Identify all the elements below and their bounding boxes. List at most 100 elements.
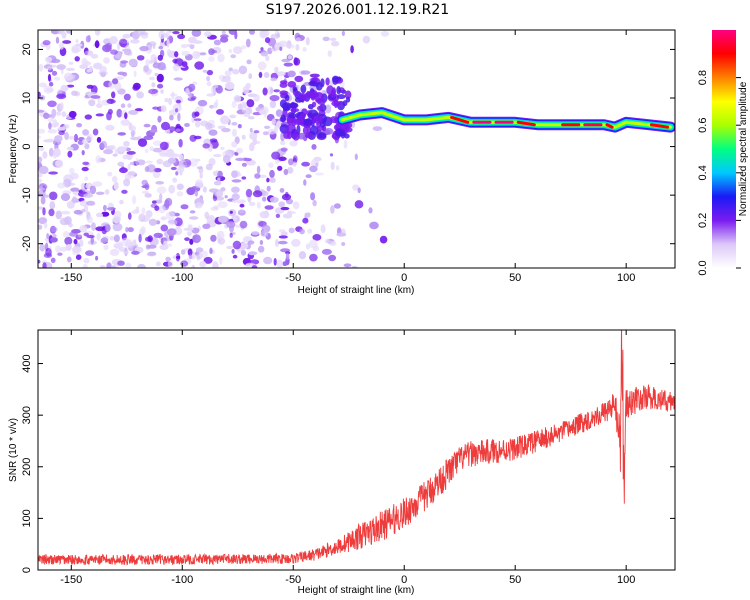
noise-blob	[224, 195, 228, 199]
colorbar-tick-label: 0.4	[697, 165, 709, 180]
noise-blob	[134, 108, 143, 112]
noise-blob	[271, 118, 276, 126]
noise-blob	[116, 108, 123, 118]
noise-blob	[57, 182, 66, 189]
noise-blob	[127, 103, 132, 108]
noise-blob	[241, 176, 247, 180]
noise-blob	[268, 162, 274, 169]
noise-blob	[298, 251, 307, 260]
noise-blob	[269, 95, 280, 102]
noise-blob	[80, 182, 86, 192]
noise-blob	[279, 82, 288, 88]
noise-blob	[307, 112, 313, 119]
noise-blob	[137, 138, 148, 147]
noise-blob	[67, 150, 73, 158]
noise-blob	[305, 174, 312, 179]
noise-blob	[79, 200, 89, 207]
noise-blob	[208, 56, 215, 62]
noise-blob	[247, 116, 255, 120]
noise-blob	[184, 123, 190, 127]
noise-blob	[100, 237, 109, 244]
noise-blob	[141, 207, 146, 214]
noise-blob	[260, 230, 269, 237]
noise-blob	[267, 86, 274, 95]
noise-blob	[259, 240, 264, 245]
colorbar-tick-label: 0.0	[697, 260, 709, 275]
noise-blob	[105, 124, 115, 131]
noise-blob	[300, 70, 311, 75]
noise-blob	[161, 121, 170, 131]
noise-blob	[174, 51, 179, 58]
noise-blob	[275, 213, 281, 218]
noise-blob	[262, 87, 268, 96]
x-tick-label: -50	[285, 574, 301, 586]
noise-blob	[132, 195, 137, 205]
noise-blob	[164, 199, 170, 208]
x-tick-label: -150	[60, 574, 82, 586]
noise-blob	[214, 189, 224, 198]
noise-blob	[160, 224, 169, 232]
noise-blob	[281, 193, 292, 201]
noise-blob	[38, 224, 43, 230]
noise-blob	[230, 115, 235, 119]
noise-blob	[275, 109, 283, 117]
noise-blob	[67, 256, 72, 263]
noise-blob	[74, 56, 80, 62]
noise-blob	[204, 211, 210, 219]
noise-blob	[333, 203, 341, 209]
noise-blob	[157, 83, 164, 89]
noise-blob	[278, 201, 286, 208]
noise-blob	[82, 129, 90, 136]
noise-blob	[95, 191, 105, 195]
noise-blob	[175, 128, 181, 132]
noise-blob	[119, 199, 124, 205]
noise-blob	[92, 181, 103, 187]
noise-blob	[42, 151, 48, 159]
ridge-band	[340, 111, 673, 129]
noise-blob	[103, 204, 107, 212]
noise-blob	[234, 30, 238, 40]
noise-blob	[142, 190, 149, 194]
noise-blob	[242, 157, 252, 162]
noise-blob	[135, 206, 140, 213]
x-tick-label: 50	[509, 574, 521, 586]
noise-blob	[263, 72, 270, 78]
noise-blob	[95, 226, 105, 232]
noise-blob	[73, 238, 78, 245]
noise-blob	[317, 105, 324, 111]
noise-blob	[321, 90, 328, 95]
noise-blob	[100, 265, 106, 268]
noise-blob	[192, 51, 201, 59]
noise-blob	[128, 122, 133, 131]
noise-blob	[270, 77, 278, 82]
noise-blob	[282, 102, 292, 111]
noise-blob	[38, 82, 48, 88]
noise-blob	[103, 149, 114, 155]
noise-blob	[269, 169, 275, 179]
noise-blob	[354, 200, 364, 209]
noise-blob	[298, 93, 307, 101]
noise-blob	[96, 233, 101, 241]
noise-blob	[206, 216, 215, 224]
noise-blob	[249, 127, 253, 133]
noise-blob	[279, 188, 285, 193]
noise-blob	[97, 97, 101, 104]
noise-blob	[57, 252, 63, 256]
noise-blob	[201, 250, 208, 258]
noise-blob	[123, 140, 130, 147]
noise-blob	[245, 188, 253, 198]
noise-blob	[306, 212, 311, 218]
noise-blob	[205, 122, 213, 131]
noise-blob	[68, 110, 77, 118]
noise-blob	[242, 85, 250, 95]
noise-blob	[188, 254, 193, 260]
noise-blob	[213, 39, 221, 46]
noise-blob	[121, 237, 130, 247]
noise-blob	[165, 256, 171, 262]
noise-blob	[106, 207, 116, 211]
noise-blob	[315, 162, 319, 168]
noise-blob	[73, 209, 83, 215]
noise-blob	[321, 248, 332, 255]
noise-blob	[122, 33, 131, 39]
y-tick-label: -10	[21, 187, 33, 203]
